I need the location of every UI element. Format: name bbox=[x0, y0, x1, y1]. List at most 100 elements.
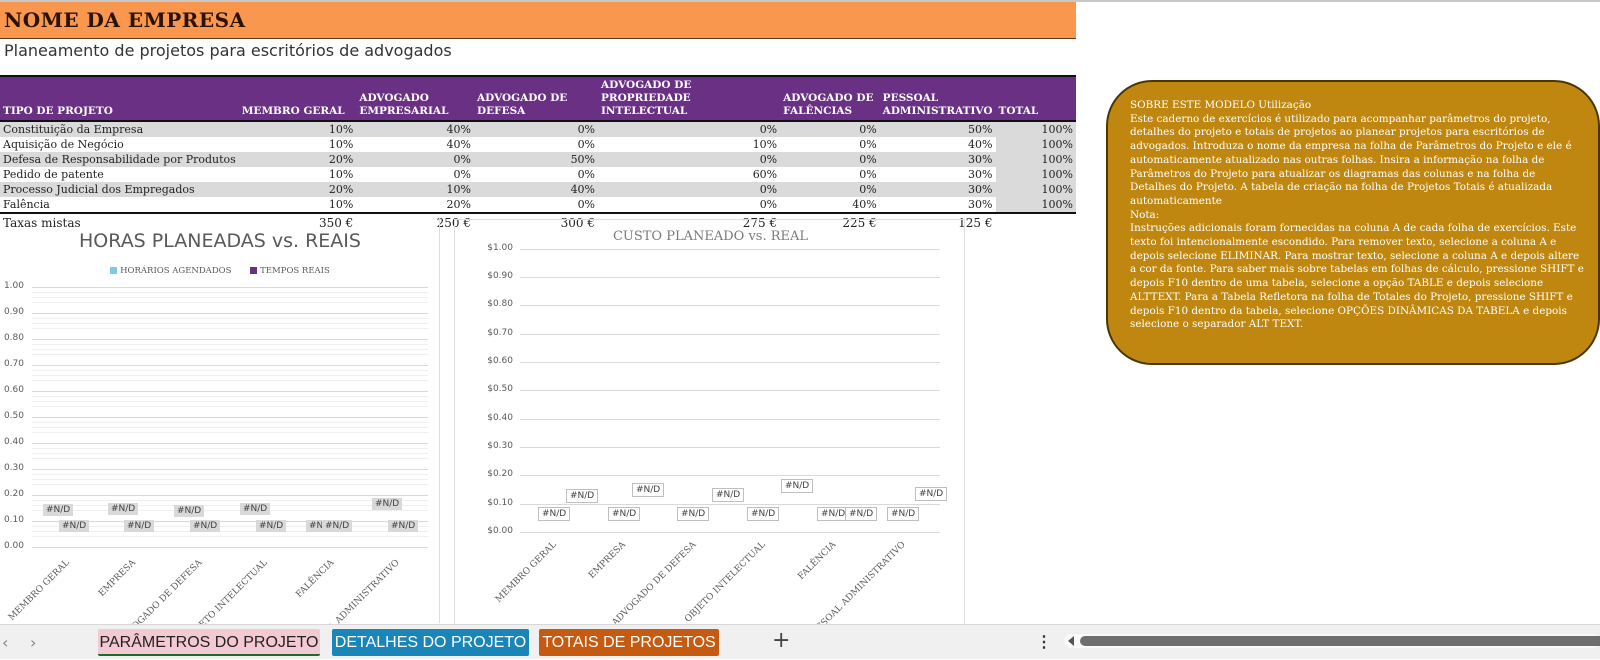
cell-project-name[interactable]: Aquisição de Negócio bbox=[0, 137, 239, 152]
cell-value[interactable]: 0% bbox=[780, 121, 880, 137]
legend-swatch-icon bbox=[110, 267, 118, 274]
cell-project-name[interactable]: Pedido de patente bbox=[0, 167, 239, 182]
fee-value[interactable]: 350 € bbox=[238, 213, 357, 232]
cell-value[interactable]: 0% bbox=[598, 197, 781, 214]
gridline bbox=[520, 249, 940, 250]
cell-value[interactable]: 30% bbox=[879, 182, 996, 197]
hours-chart[interactable]: HORAS PLANEADAS vs. REAIS HORÁRIOS AGEND… bbox=[0, 218, 440, 660]
table-row: Aquisição de Negócio 10% 40% 0% 10% 0% 4… bbox=[0, 137, 1076, 152]
fee-empty[interactable] bbox=[995, 213, 1076, 232]
cell-value[interactable]: 40% bbox=[879, 137, 996, 152]
cell-value[interactable]: 0% bbox=[780, 137, 880, 152]
cell-total[interactable]: 100% bbox=[995, 121, 1076, 137]
cell-value[interactable]: 0% bbox=[598, 152, 781, 167]
add-sheet-icon[interactable]: + bbox=[772, 628, 791, 653]
cell-value[interactable]: 0% bbox=[780, 152, 880, 167]
fees-label[interactable]: Taxas mistas bbox=[0, 213, 239, 232]
scrollbar-thumb[interactable] bbox=[1080, 636, 1600, 646]
cell-value[interactable]: 40% bbox=[780, 197, 880, 214]
scroll-left-arrow-icon[interactable] bbox=[1068, 636, 1074, 646]
cell-value[interactable]: 30% bbox=[879, 167, 996, 182]
cell-total[interactable]: 100% bbox=[995, 152, 1076, 167]
fee-value[interactable]: 250 € bbox=[356, 213, 474, 232]
hours-chart-legend: HORÁRIOS AGENDADOS TEMPOS REAIS bbox=[0, 266, 440, 276]
gridline-minor bbox=[32, 396, 428, 397]
about-template-info-box[interactable]: SOBRE ESTE MODELO Utilização Este cadern… bbox=[1106, 80, 1600, 365]
cell-value[interactable]: 20% bbox=[356, 197, 474, 214]
horizontal-scrollbar[interactable] bbox=[1064, 634, 1600, 648]
cell-value[interactable]: 10% bbox=[238, 197, 357, 214]
data-label-na: #N/D bbox=[174, 505, 205, 517]
cell-value[interactable]: 60% bbox=[598, 167, 781, 182]
cell-value[interactable]: 0% bbox=[474, 137, 599, 152]
cell-value[interactable]: 0% bbox=[356, 152, 474, 167]
cell-total[interactable]: 100% bbox=[995, 137, 1076, 152]
cell-project-name[interactable]: Processo Judicial dos Empregados bbox=[0, 182, 239, 197]
next-sheet-icon[interactable]: › bbox=[30, 633, 37, 652]
cell-value[interactable]: 40% bbox=[356, 137, 474, 152]
gridline bbox=[32, 547, 428, 548]
col-header-total[interactable]: TOTAL bbox=[995, 75, 1076, 122]
cell-value[interactable]: 10% bbox=[238, 167, 357, 182]
col-header-general-member[interactable]: MEMBRO GERAL bbox=[238, 75, 357, 122]
cell-value[interactable]: 40% bbox=[474, 182, 599, 197]
gridline bbox=[520, 390, 940, 391]
col-header-project-type[interactable]: TIPO DE PROJETO bbox=[0, 75, 239, 122]
cell-project-name[interactable]: Falência bbox=[0, 197, 239, 214]
cell-value[interactable]: 0% bbox=[780, 167, 880, 182]
data-label-na: #N/D bbox=[712, 488, 745, 502]
cell-value[interactable]: 0% bbox=[780, 182, 880, 197]
gridline-minor bbox=[32, 422, 428, 423]
fee-value[interactable]: 125 € bbox=[879, 213, 996, 232]
col-header-bankruptcy-lawyer[interactable]: ADVOGADO DE FALÊNCIAS bbox=[780, 75, 880, 122]
cell-value[interactable]: 10% bbox=[598, 137, 781, 152]
col-header-defense-lawyer[interactable]: ADVOGADO DE DEFESA bbox=[474, 75, 599, 122]
cell-value[interactable]: 10% bbox=[238, 137, 357, 152]
cost-chart[interactable]: CUSTO PLANEADO vs. REAL $1.00 $0.90 $0.8… bbox=[454, 219, 965, 642]
y-tick: 0.40 bbox=[3, 437, 24, 447]
gridline bbox=[520, 305, 940, 306]
cell-value[interactable]: 20% bbox=[238, 182, 357, 197]
cell-value[interactable]: 30% bbox=[879, 197, 996, 214]
cell-project-name[interactable]: Defesa de Responsabilidade por Produtos bbox=[0, 152, 239, 167]
gridline bbox=[520, 362, 940, 363]
cell-value[interactable]: 10% bbox=[238, 121, 357, 137]
data-label-na: #N/D bbox=[915, 487, 948, 501]
data-label-na: #N/D bbox=[372, 498, 403, 510]
cell-value[interactable]: 0% bbox=[474, 197, 599, 214]
data-label-na: #N/D bbox=[781, 479, 814, 493]
cell-value[interactable]: 50% bbox=[879, 121, 996, 137]
cell-total[interactable]: 100% bbox=[995, 197, 1076, 214]
company-name: NOME DA EMPRESA bbox=[4, 8, 246, 32]
cell-project-name[interactable]: Constituição da Empresa bbox=[0, 121, 239, 137]
y-tick: $0.10 bbox=[487, 498, 513, 508]
tab-project-details[interactable]: DETALHES DO PROJETO bbox=[332, 629, 529, 656]
cell-value[interactable]: 10% bbox=[356, 182, 474, 197]
cell-value[interactable]: 30% bbox=[879, 152, 996, 167]
cell-value[interactable]: 0% bbox=[598, 121, 781, 137]
col-header-admin-staff[interactable]: PESSOAL ADMINISTRATIVO bbox=[879, 75, 996, 122]
cell-value[interactable]: 0% bbox=[474, 167, 599, 182]
gridline bbox=[32, 443, 428, 444]
gridline-minor bbox=[32, 318, 428, 319]
data-label-na: #N/D bbox=[124, 520, 155, 532]
col-header-ip-lawyer[interactable]: ADVOGADO DE PROPRIEDADE INTELECTUAL bbox=[598, 75, 781, 122]
data-label-na: #N/D bbox=[43, 504, 74, 516]
tab-project-parameters[interactable]: PARÂMETROS DO PROJETO bbox=[98, 629, 320, 656]
prev-sheet-icon[interactable]: ‹ bbox=[2, 633, 9, 652]
x-axis-label: EMPRESA bbox=[97, 558, 139, 599]
gridline bbox=[520, 475, 940, 476]
cell-value[interactable]: 0% bbox=[598, 182, 781, 197]
cell-value[interactable]: 40% bbox=[356, 121, 474, 137]
cell-value[interactable]: 0% bbox=[474, 121, 599, 137]
cell-value[interactable]: 50% bbox=[474, 152, 599, 167]
gridline-minor bbox=[32, 328, 428, 329]
cell-total[interactable]: 100% bbox=[995, 182, 1076, 197]
more-options-icon[interactable]: ⋮ bbox=[1036, 632, 1052, 651]
company-name-banner[interactable]: NOME DA EMPRESA bbox=[0, 2, 1076, 39]
cell-value[interactable]: 20% bbox=[238, 152, 357, 167]
cell-total[interactable]: 100% bbox=[995, 167, 1076, 182]
col-header-corporate-lawyer[interactable]: ADVOGADO EMPRESARIAL bbox=[356, 75, 474, 122]
cell-value[interactable]: 0% bbox=[356, 167, 474, 182]
tab-project-totals[interactable]: TOTAIS DE PROJETOS bbox=[539, 629, 719, 656]
